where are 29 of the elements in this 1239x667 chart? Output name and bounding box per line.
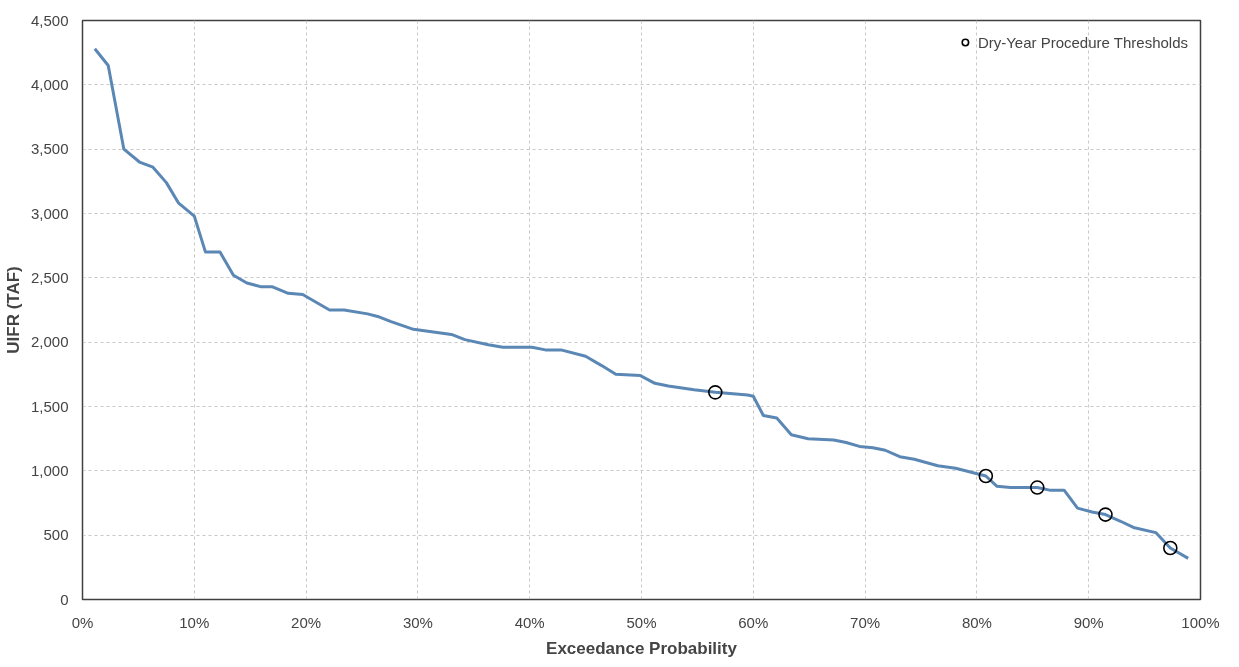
y-tick-label: 3,000	[30, 204, 69, 222]
point	[1163, 540, 1178, 556]
x-tick-label: 80%	[961, 613, 992, 631]
y-tick-label: 4,500	[30, 11, 69, 29]
x-tick-label: 70%	[850, 613, 881, 631]
y-tick-label: 2,500	[30, 268, 69, 286]
legend-label: Dry-Year Procedure Thresholds	[977, 33, 1188, 51]
y-tick-label: 4,000	[30, 75, 69, 93]
y-tick-label: 1,500	[30, 397, 69, 415]
x-tick-label: 40%	[514, 613, 545, 631]
x-tick-label: 20%	[291, 613, 322, 631]
x-tick-label: 10%	[179, 613, 210, 631]
x-tick-label: 0%	[71, 613, 94, 631]
point	[1029, 480, 1045, 495]
x-tick-label: 30%	[402, 613, 433, 631]
point	[978, 468, 994, 484]
x-tick-label: 90%	[1073, 613, 1104, 631]
x-tick-label: 60%	[738, 613, 769, 631]
x-tick-label: 50%	[626, 613, 657, 631]
y-tick-label: 3,500	[30, 140, 69, 158]
y-tick-label: 2,000	[30, 333, 69, 351]
x-axis-title: Exceedance Probability	[546, 638, 738, 658]
y-tick-label: 0	[60, 590, 69, 608]
x-tick-label: 100%	[1181, 613, 1220, 631]
y-tick-label: 1,000	[30, 461, 69, 479]
y-tick-label: 500	[43, 526, 69, 544]
point	[1098, 507, 1113, 522]
point	[707, 385, 723, 400]
y-axis-title: UIFR (TAF)	[3, 266, 23, 354]
